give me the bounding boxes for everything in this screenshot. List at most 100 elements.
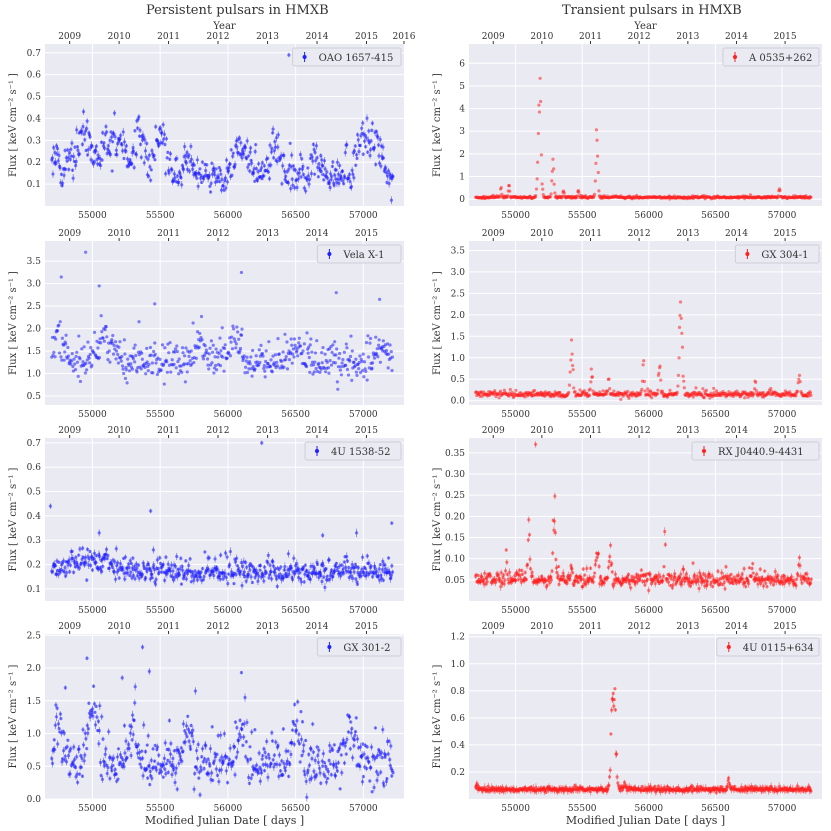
data-point (224, 186, 228, 190)
top-tick-label: 2010 (530, 229, 553, 239)
data-point (275, 584, 279, 589)
data-point (342, 350, 346, 354)
data-point (187, 563, 191, 568)
data-point (347, 176, 351, 180)
data-point (378, 297, 382, 302)
data-point (185, 150, 189, 154)
data-point (207, 772, 211, 776)
data-point (748, 193, 753, 197)
data-point (138, 142, 143, 146)
data-point (239, 735, 243, 739)
data-point (121, 130, 125, 134)
data-point (56, 722, 61, 726)
data-point (312, 370, 316, 374)
data-point (177, 357, 181, 361)
data-point (342, 560, 346, 564)
data-point (356, 566, 360, 570)
y-tick-label: 0.1 (27, 180, 41, 190)
data-point (165, 360, 169, 364)
data-point (379, 751, 384, 755)
data-point (68, 563, 73, 567)
data-point (330, 350, 334, 354)
data-point (54, 162, 58, 166)
data-point (537, 103, 541, 107)
data-point (283, 332, 287, 336)
data-point (228, 354, 233, 358)
data-point (538, 76, 542, 80)
data-point (273, 139, 277, 144)
data-point (361, 742, 365, 746)
data-point (286, 749, 290, 753)
data-point (388, 758, 392, 762)
data-point (100, 777, 104, 782)
data-point (245, 370, 250, 375)
data-point (172, 172, 176, 176)
data-point (123, 751, 127, 755)
data-point (183, 354, 187, 358)
data-point (330, 174, 334, 179)
data-point (146, 776, 150, 780)
data-point (141, 133, 145, 137)
data-point (80, 774, 85, 778)
data-point (215, 773, 220, 777)
data-point (98, 760, 103, 765)
data-point (224, 575, 228, 580)
data-point (189, 144, 193, 149)
y-tick-label: 2.0 (27, 325, 42, 335)
data-point (197, 345, 201, 349)
data-point (152, 759, 157, 763)
data-point (90, 707, 95, 711)
data-point (297, 341, 301, 345)
data-point (80, 347, 84, 351)
data-point (116, 361, 121, 365)
data-point (272, 765, 276, 769)
data-point (187, 354, 191, 358)
data-point (275, 364, 280, 368)
data-point (239, 333, 244, 337)
data-point (349, 334, 353, 338)
data-point (92, 551, 97, 555)
data-point (390, 521, 394, 525)
data-point (333, 340, 337, 344)
data-point (73, 367, 78, 372)
data-point (110, 135, 114, 139)
data-point (158, 126, 162, 130)
data-point (193, 569, 197, 573)
data-point (269, 150, 274, 154)
data-point (255, 571, 259, 575)
data-point (131, 149, 136, 153)
top-tick-label: 2012 (207, 426, 230, 436)
top-tick-label: 2011 (157, 622, 180, 632)
data-point (114, 349, 119, 353)
top-tick-label: 2013 (256, 32, 279, 42)
data-point (319, 781, 323, 785)
data-point (140, 645, 145, 649)
data-point (368, 341, 372, 345)
data-point (173, 347, 178, 351)
data-point (343, 176, 347, 180)
data-point (60, 760, 64, 764)
data-point (306, 351, 310, 355)
data-point (69, 147, 73, 151)
data-point (145, 743, 149, 747)
data-point (117, 345, 121, 349)
data-point (299, 737, 304, 741)
data-point (80, 130, 84, 134)
data-point (121, 762, 126, 766)
data-point (234, 342, 238, 346)
y-tick-label: 0.4 (27, 114, 42, 124)
data-point (162, 132, 167, 136)
data-point (145, 346, 149, 350)
data-point (112, 570, 116, 574)
data-point (301, 164, 305, 169)
data-point (248, 362, 252, 366)
data-point (386, 752, 390, 756)
data-point (350, 727, 354, 731)
data-point (135, 370, 139, 374)
x-tick-label: 56000 (635, 211, 664, 221)
x-tick-label: 57000 (349, 804, 378, 814)
data-point (192, 163, 196, 167)
data-point (166, 150, 170, 154)
data-point (168, 569, 172, 573)
data-point (219, 188, 224, 192)
